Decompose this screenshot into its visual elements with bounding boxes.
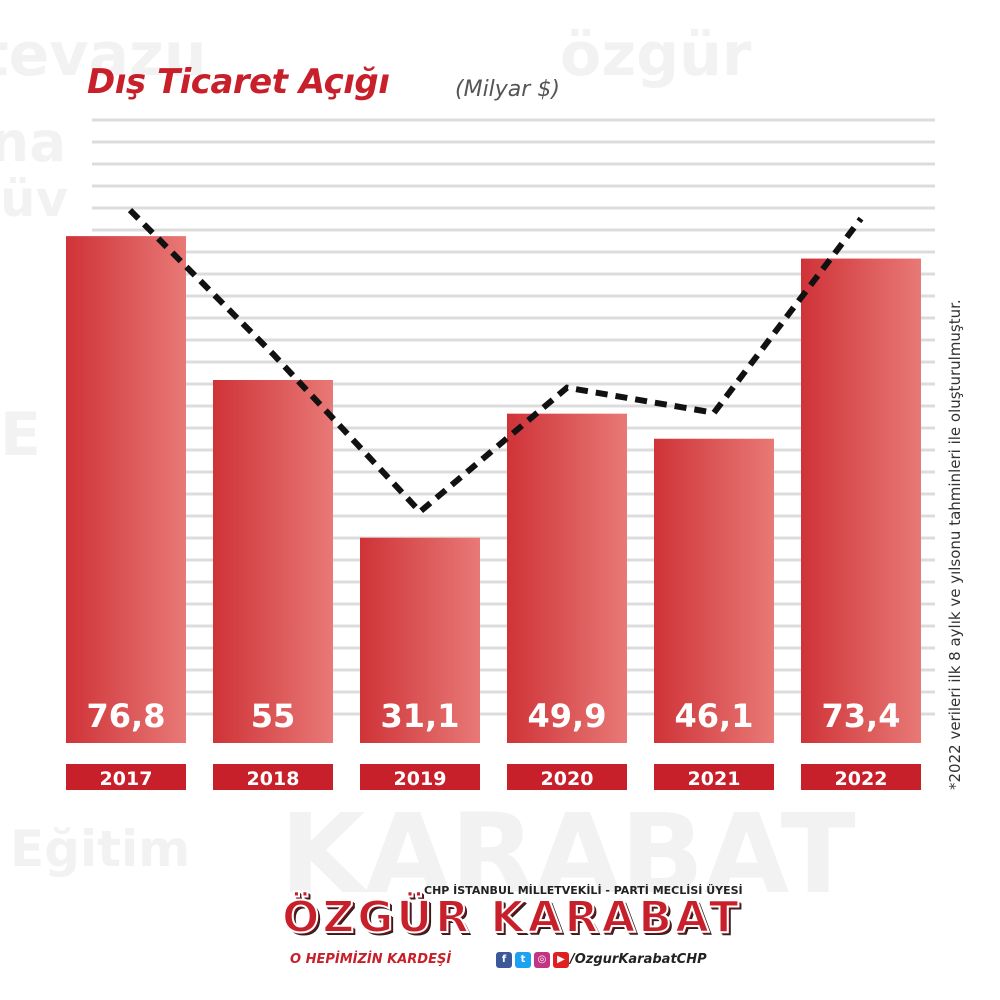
category-label: 2017 — [100, 768, 153, 790]
youtube-icon[interactable]: ▶ — [553, 952, 569, 968]
trend-line — [127, 208, 864, 516]
branding-logo: CHP İSTANBUL MİLLETVEKİLİ - PARTİ MECLİS… — [281, 884, 743, 984]
category-label: 2022 — [835, 768, 888, 790]
category-label: 2021 — [688, 768, 741, 790]
data-label: 49,9 — [528, 697, 607, 735]
bar-2018 — [213, 380, 333, 743]
brand-subtitle: CHP İSTANBUL MİLLETVEKİLİ - PARTİ MECLİS… — [424, 884, 743, 897]
footnote: *2022 verileri ilk 8 aylık ve yılsonu ta… — [946, 299, 964, 790]
category-label-box — [507, 764, 627, 790]
bar-2021 — [654, 438, 774, 743]
twitter-icon[interactable]: t — [515, 952, 531, 968]
instagram-icon[interactable]: ◎ — [534, 952, 550, 968]
social-handle[interactable]: /OzgurKarabatCHP — [570, 952, 707, 967]
category-label-box — [213, 764, 333, 790]
category-label: 2019 — [394, 768, 447, 790]
data-label: 46,1 — [675, 697, 754, 735]
brand-name: ÖZGÜR KARABAT — [281, 891, 742, 944]
data-label: 55 — [251, 697, 296, 735]
social-icons: f t ◎ ▶ — [496, 952, 569, 968]
chart-title: Dış Ticaret Açığı — [87, 62, 390, 102]
chart-unit: (Milyar $) — [455, 77, 560, 102]
facebook-icon[interactable]: f — [496, 952, 512, 968]
brand-slogan: O HEPİMİZİN KARDEŞİ — [290, 952, 452, 967]
category-label-box — [801, 764, 921, 790]
data-label: 76,8 — [87, 697, 166, 735]
bar-2017 — [66, 236, 186, 743]
data-label: 73,4 — [822, 697, 901, 735]
bar-2020 — [507, 413, 627, 743]
category-label: 2020 — [541, 768, 594, 790]
bar-2019 — [360, 537, 480, 743]
bar-2022 — [801, 258, 921, 743]
data-label: 31,1 — [381, 697, 460, 735]
category-label-box — [654, 764, 774, 790]
category-label-box — [360, 764, 480, 790]
category-label-box — [66, 764, 186, 790]
category-label: 2018 — [247, 768, 300, 790]
